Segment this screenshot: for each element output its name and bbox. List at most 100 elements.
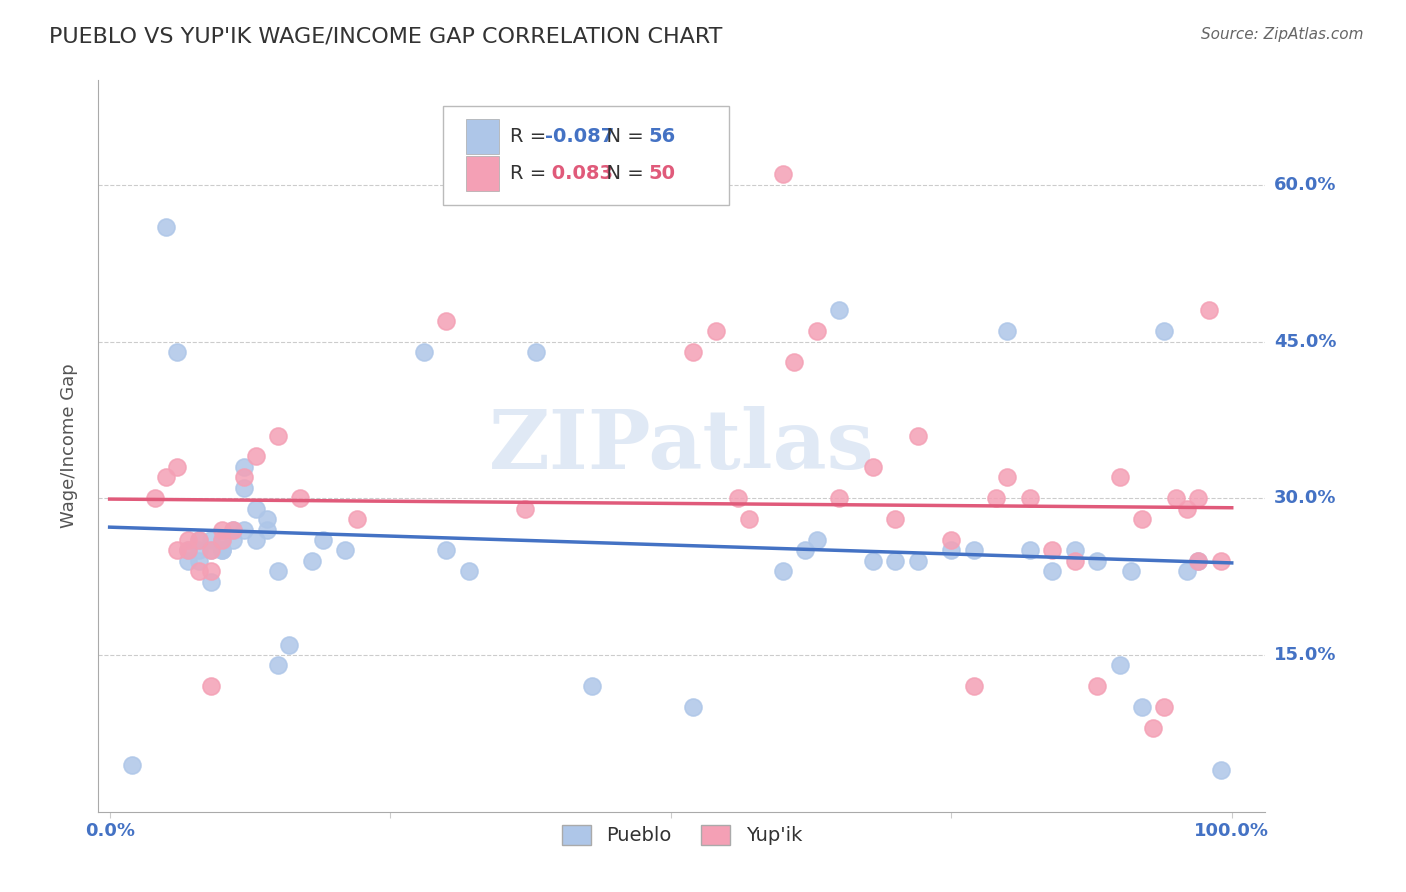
Point: [1187, 554, 1209, 568]
Point: [188, 533, 211, 547]
Point: [1198, 303, 1220, 318]
Point: [245, 450, 267, 464]
Point: [346, 512, 368, 526]
Point: [1063, 543, 1085, 558]
Point: [188, 543, 211, 558]
Point: [772, 167, 794, 181]
Point: [1018, 543, 1040, 558]
Point: [177, 543, 200, 558]
Text: N =: N =: [595, 127, 651, 146]
Point: [245, 501, 267, 516]
Point: [222, 523, 245, 537]
Point: [166, 459, 188, 474]
Point: [177, 533, 200, 547]
Point: [301, 554, 323, 568]
Point: [828, 491, 851, 506]
Point: [222, 523, 245, 537]
Point: [1187, 554, 1209, 568]
Point: [166, 345, 188, 359]
Point: [1209, 554, 1232, 568]
Point: [1063, 554, 1085, 568]
Point: [211, 543, 233, 558]
Text: 45.0%: 45.0%: [1274, 333, 1336, 351]
Point: [941, 543, 963, 558]
Point: [267, 428, 290, 442]
Point: [177, 543, 200, 558]
Point: [143, 491, 166, 506]
Point: [267, 658, 290, 673]
Point: [1018, 491, 1040, 506]
FancyBboxPatch shape: [465, 155, 499, 191]
Text: 30.0%: 30.0%: [1274, 489, 1336, 508]
FancyBboxPatch shape: [465, 119, 499, 154]
Point: [806, 324, 828, 338]
Point: [267, 565, 290, 579]
Point: [1085, 554, 1108, 568]
Point: [1040, 565, 1063, 579]
Point: [1085, 679, 1108, 693]
Point: [233, 523, 256, 537]
Point: [862, 554, 884, 568]
Point: [245, 533, 267, 547]
Point: [772, 565, 794, 579]
Point: [962, 543, 984, 558]
Point: [256, 512, 278, 526]
Point: [278, 638, 301, 652]
Point: [155, 219, 177, 234]
Point: [1119, 565, 1142, 579]
Point: [200, 543, 222, 558]
Point: [188, 565, 211, 579]
Point: [995, 324, 1018, 338]
Point: [524, 345, 547, 359]
Point: [738, 512, 761, 526]
Text: N =: N =: [595, 163, 651, 183]
Point: [984, 491, 1007, 506]
Point: [884, 512, 907, 526]
Point: [290, 491, 312, 506]
Point: [682, 700, 704, 714]
Text: R =: R =: [510, 163, 553, 183]
Point: [806, 533, 828, 547]
Point: [828, 303, 851, 318]
Point: [188, 554, 211, 568]
Point: [434, 313, 457, 327]
Point: [1164, 491, 1187, 506]
Point: [704, 324, 727, 338]
Point: [121, 757, 143, 772]
Point: [783, 355, 806, 369]
Point: [995, 470, 1018, 484]
Point: [907, 428, 929, 442]
Point: [200, 533, 222, 547]
Point: [188, 533, 211, 547]
Y-axis label: Wage/Income Gap: Wage/Income Gap: [59, 364, 77, 528]
Point: [1153, 700, 1175, 714]
Point: [941, 533, 963, 547]
Point: [682, 345, 704, 359]
Point: [256, 523, 278, 537]
Point: [727, 491, 749, 506]
Point: [1108, 470, 1130, 484]
Point: [962, 679, 984, 693]
Point: [884, 554, 907, 568]
Point: [1130, 700, 1153, 714]
Point: [211, 543, 233, 558]
Point: [200, 679, 222, 693]
Text: R =: R =: [510, 127, 553, 146]
Text: 0.083: 0.083: [546, 163, 613, 183]
Point: [233, 459, 256, 474]
Point: [222, 533, 245, 547]
Point: [335, 543, 357, 558]
Point: [211, 533, 233, 547]
Point: [1175, 565, 1198, 579]
Text: 56: 56: [648, 127, 675, 146]
Point: [155, 470, 177, 484]
Point: [1153, 324, 1175, 338]
Point: [862, 459, 884, 474]
Point: [513, 501, 536, 516]
Text: 60.0%: 60.0%: [1274, 176, 1336, 194]
Text: ZIPatlas: ZIPatlas: [489, 406, 875, 486]
Point: [1187, 491, 1209, 506]
Point: [200, 574, 222, 589]
Point: [1040, 543, 1063, 558]
Point: [200, 565, 222, 579]
